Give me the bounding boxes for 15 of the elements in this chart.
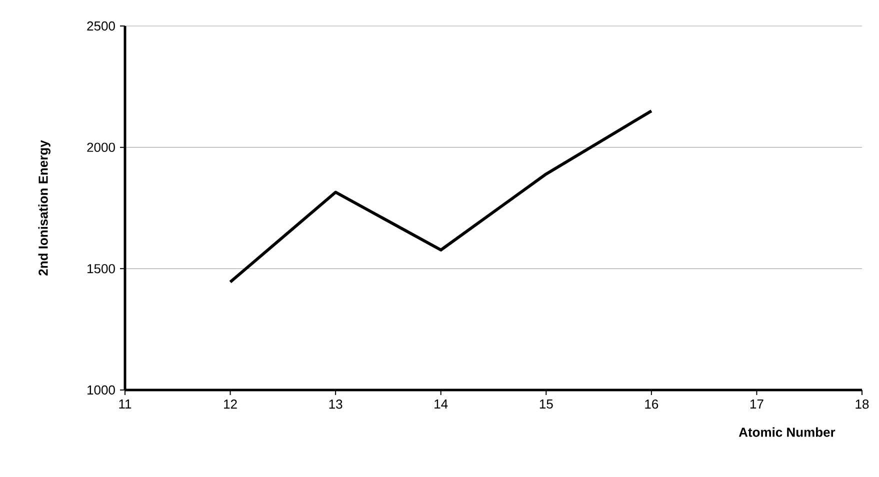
y-axis-title: 2nd Ionisation Energy [38,140,50,276]
x-tick-label: 12 [224,400,237,409]
y-tick-label: 1000 [88,385,115,395]
x-tick-label: 11 [119,400,132,408]
y-tick-label: 2000 [87,142,115,152]
y-tick-label: 2500 [87,21,115,31]
x-tick-label: 18 [856,400,869,409]
x-tick-label: 17 [750,400,764,408]
line-series [228,109,653,284]
x-tick-label: 16 [645,400,658,409]
x-axis-title: Atomic Number [738,427,836,437]
x-tick-label: 13 [329,400,342,409]
x-tick-label: 15 [540,400,553,409]
y-tick-label: 1500 [88,264,115,274]
x-tick-label: 14 [434,400,448,408]
